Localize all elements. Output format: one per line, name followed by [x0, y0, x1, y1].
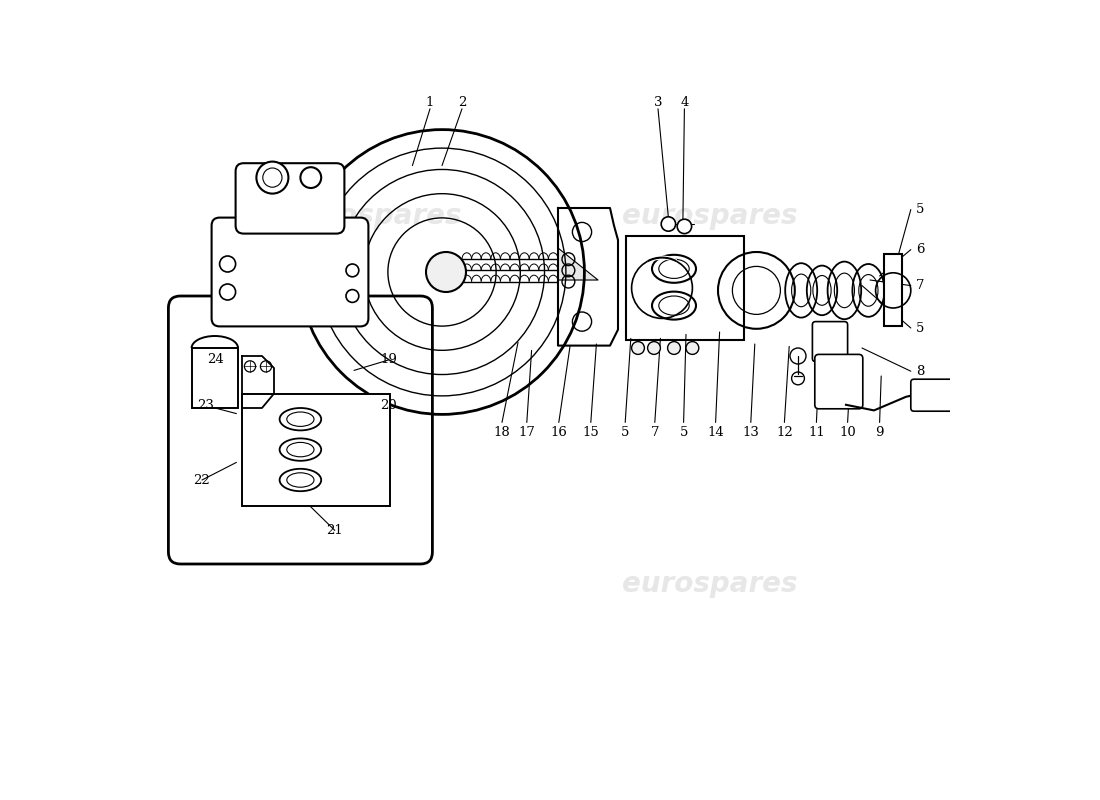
- Text: 4: 4: [680, 96, 689, 109]
- Text: 6: 6: [916, 243, 925, 256]
- Text: 7: 7: [650, 426, 659, 438]
- Text: 20: 20: [379, 399, 397, 412]
- Circle shape: [661, 217, 675, 231]
- FancyBboxPatch shape: [235, 163, 344, 234]
- Text: eurospares: eurospares: [623, 202, 798, 230]
- FancyBboxPatch shape: [211, 218, 368, 326]
- Circle shape: [678, 219, 692, 234]
- Circle shape: [426, 252, 466, 292]
- Text: 13: 13: [742, 426, 759, 438]
- Text: 15: 15: [582, 426, 600, 438]
- Bar: [884, 254, 902, 326]
- Text: 8: 8: [916, 365, 925, 378]
- Text: 9: 9: [876, 426, 884, 438]
- Bar: [191, 348, 238, 408]
- Text: 12: 12: [776, 426, 793, 438]
- Polygon shape: [242, 356, 274, 408]
- Text: 5: 5: [916, 203, 925, 216]
- Text: 2: 2: [458, 96, 466, 109]
- Text: 23: 23: [198, 399, 214, 412]
- Text: 1: 1: [426, 96, 434, 109]
- Text: 22: 22: [194, 474, 210, 486]
- Text: eurospares: eurospares: [286, 202, 462, 230]
- Text: 21: 21: [327, 524, 343, 537]
- Text: 10: 10: [839, 426, 856, 438]
- Bar: [242, 394, 390, 506]
- Circle shape: [668, 342, 681, 354]
- Circle shape: [300, 167, 321, 188]
- Circle shape: [648, 342, 660, 354]
- Text: 14: 14: [707, 426, 724, 438]
- FancyBboxPatch shape: [911, 379, 956, 411]
- FancyBboxPatch shape: [168, 296, 432, 564]
- Text: eurospares: eurospares: [623, 570, 798, 598]
- Polygon shape: [558, 248, 598, 280]
- Circle shape: [256, 162, 288, 194]
- Text: 5: 5: [680, 426, 688, 438]
- Polygon shape: [558, 208, 618, 346]
- Text: 11: 11: [808, 426, 825, 438]
- Text: 19: 19: [379, 354, 397, 366]
- Text: 7: 7: [916, 279, 925, 292]
- Text: 24: 24: [207, 354, 224, 366]
- Text: 17: 17: [518, 426, 536, 438]
- Bar: [626, 236, 745, 340]
- Text: 5: 5: [916, 322, 925, 334]
- FancyBboxPatch shape: [815, 354, 862, 409]
- FancyBboxPatch shape: [813, 322, 848, 362]
- Text: 3: 3: [653, 96, 662, 109]
- Text: 18: 18: [494, 426, 510, 438]
- Circle shape: [631, 342, 645, 354]
- Circle shape: [686, 342, 698, 354]
- Text: 5: 5: [621, 426, 629, 438]
- Text: 16: 16: [550, 426, 568, 438]
